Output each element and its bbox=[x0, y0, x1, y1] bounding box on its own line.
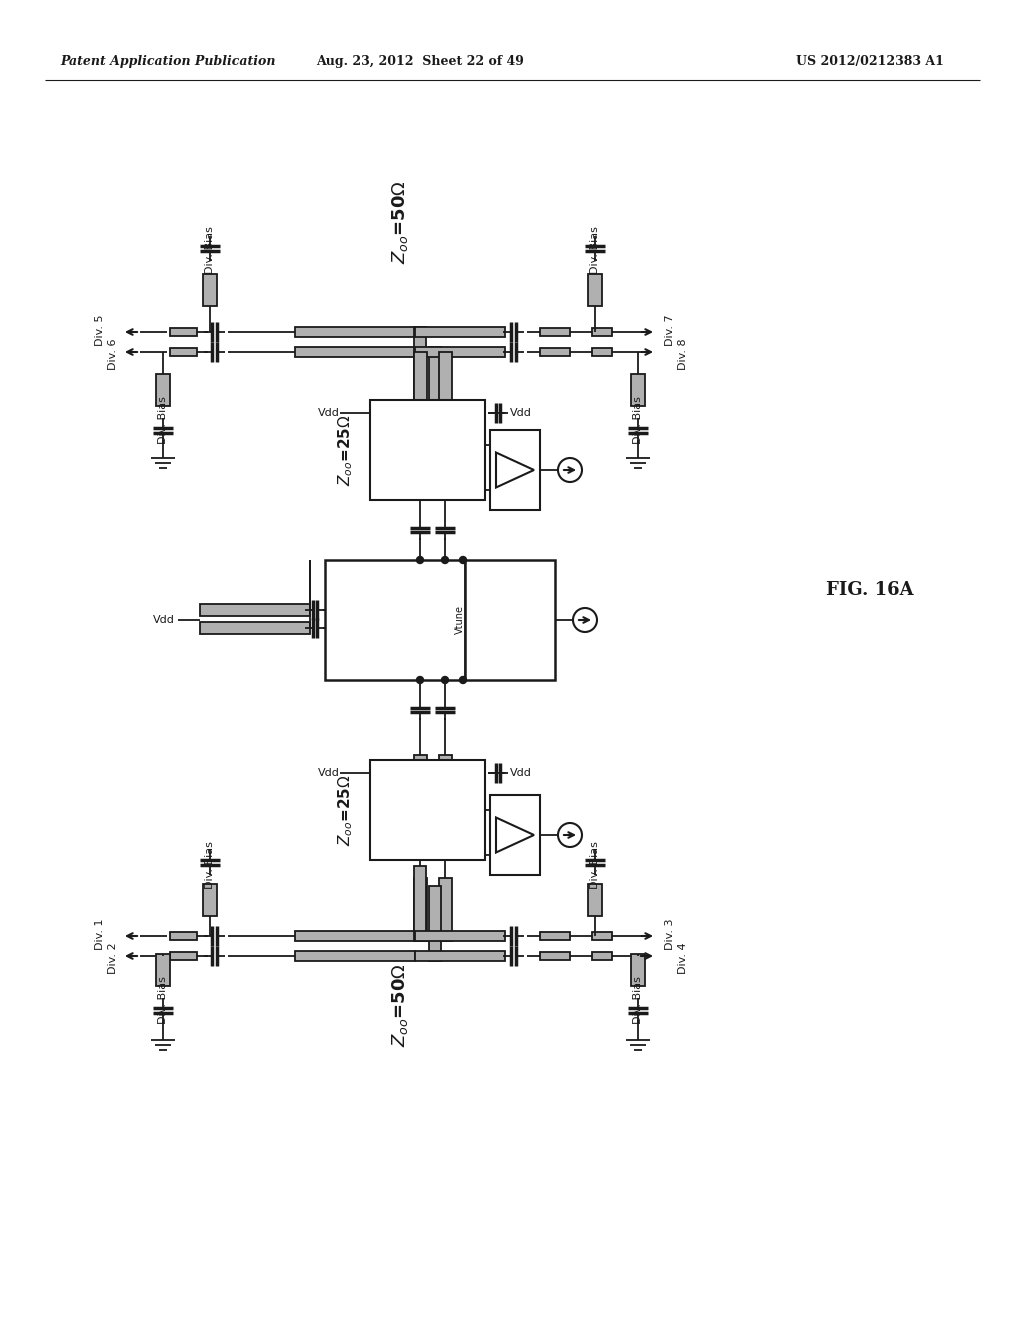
Bar bbox=[295, 347, 415, 356]
Bar bbox=[170, 932, 197, 940]
Bar bbox=[156, 374, 170, 407]
Text: Vdd: Vdd bbox=[154, 615, 175, 624]
Bar bbox=[203, 884, 217, 916]
Text: Div. 1: Div. 1 bbox=[95, 919, 105, 950]
Bar bbox=[465, 560, 555, 680]
Bar bbox=[295, 931, 415, 941]
Text: Vtune: Vtune bbox=[455, 606, 465, 635]
Text: Vdd: Vdd bbox=[510, 408, 531, 418]
Bar bbox=[631, 374, 645, 407]
Bar bbox=[415, 931, 505, 941]
Text: Div. 8: Div. 8 bbox=[678, 338, 688, 370]
Circle shape bbox=[441, 557, 449, 564]
Text: Div. 6: Div. 6 bbox=[108, 338, 118, 370]
Bar bbox=[414, 327, 426, 403]
Bar bbox=[295, 950, 415, 961]
Bar bbox=[406, 610, 417, 622]
Bar bbox=[429, 347, 441, 422]
Bar bbox=[200, 605, 310, 616]
Bar bbox=[442, 760, 458, 861]
Bar bbox=[592, 952, 612, 960]
Bar bbox=[415, 347, 505, 356]
Bar bbox=[370, 760, 485, 861]
Text: Vdd: Vdd bbox=[318, 768, 340, 777]
Text: US 2012/0212383 A1: US 2012/0212383 A1 bbox=[796, 55, 944, 69]
Bar bbox=[370, 400, 485, 500]
Bar bbox=[170, 327, 197, 337]
Bar bbox=[490, 430, 540, 510]
Text: Patent Application Publication: Patent Application Publication bbox=[60, 55, 275, 69]
Text: $Z_{oo}$=50$\Omega$: $Z_{oo}$=50$\Omega$ bbox=[390, 964, 410, 1047]
Text: Div. 4: Div. 4 bbox=[678, 942, 688, 974]
Bar bbox=[429, 886, 441, 961]
Text: Div. 5: Div. 5 bbox=[95, 314, 105, 346]
Bar bbox=[415, 950, 505, 961]
Bar bbox=[540, 932, 570, 940]
Bar bbox=[438, 878, 452, 941]
Bar bbox=[438, 352, 452, 405]
Text: Div. Bias: Div. Bias bbox=[158, 396, 168, 444]
Text: Div. Bias: Div. Bias bbox=[205, 841, 215, 888]
Bar bbox=[397, 400, 413, 500]
Bar bbox=[414, 755, 427, 766]
Text: Div. 7: Div. 7 bbox=[665, 314, 675, 346]
Bar bbox=[438, 755, 452, 766]
Bar bbox=[540, 952, 570, 960]
Text: Div. Bias: Div. Bias bbox=[590, 841, 600, 888]
Bar bbox=[397, 760, 413, 861]
Text: Aug. 23, 2012  Sheet 22 of 49: Aug. 23, 2012 Sheet 22 of 49 bbox=[316, 55, 524, 69]
Circle shape bbox=[441, 676, 449, 684]
Bar bbox=[592, 327, 612, 337]
Text: $Z_{oo}$=50$\Omega$: $Z_{oo}$=50$\Omega$ bbox=[390, 180, 410, 264]
Text: Div. Bias: Div. Bias bbox=[633, 396, 643, 444]
Text: Div. 3: Div. 3 bbox=[665, 919, 675, 950]
Bar bbox=[540, 348, 570, 356]
Bar bbox=[588, 275, 602, 306]
Circle shape bbox=[417, 557, 424, 564]
Text: Div. Bias: Div. Bias bbox=[633, 975, 643, 1024]
Bar bbox=[588, 884, 602, 916]
Bar bbox=[156, 954, 170, 986]
Bar bbox=[442, 400, 458, 500]
Bar bbox=[592, 348, 612, 356]
Bar bbox=[325, 560, 465, 680]
Bar bbox=[414, 878, 427, 941]
Text: Div. Bias: Div. Bias bbox=[158, 975, 168, 1024]
Bar bbox=[414, 866, 426, 941]
Text: $Z_{oo}$=25$\Omega$: $Z_{oo}$=25$\Omega$ bbox=[337, 414, 355, 486]
Text: Vdd: Vdd bbox=[510, 768, 531, 777]
Bar bbox=[592, 932, 612, 940]
Bar bbox=[631, 954, 645, 986]
Circle shape bbox=[460, 557, 467, 564]
Bar bbox=[490, 795, 540, 875]
Text: FIG. 16A: FIG. 16A bbox=[826, 581, 913, 599]
Bar bbox=[203, 275, 217, 306]
Text: Div. Bias: Div. Bias bbox=[590, 226, 600, 275]
Text: Vdd: Vdd bbox=[318, 408, 340, 418]
Text: $Z_{oo}$=25$\Omega$: $Z_{oo}$=25$\Omega$ bbox=[337, 775, 355, 846]
Circle shape bbox=[460, 676, 467, 684]
Bar bbox=[295, 327, 415, 337]
Bar bbox=[540, 327, 570, 337]
Bar bbox=[170, 348, 197, 356]
Bar bbox=[200, 622, 310, 634]
Bar bbox=[414, 352, 427, 405]
Bar bbox=[170, 952, 197, 960]
Bar bbox=[415, 327, 505, 337]
Text: Div. Bias: Div. Bias bbox=[205, 226, 215, 275]
Circle shape bbox=[417, 676, 424, 684]
Text: Div. 2: Div. 2 bbox=[108, 942, 118, 974]
